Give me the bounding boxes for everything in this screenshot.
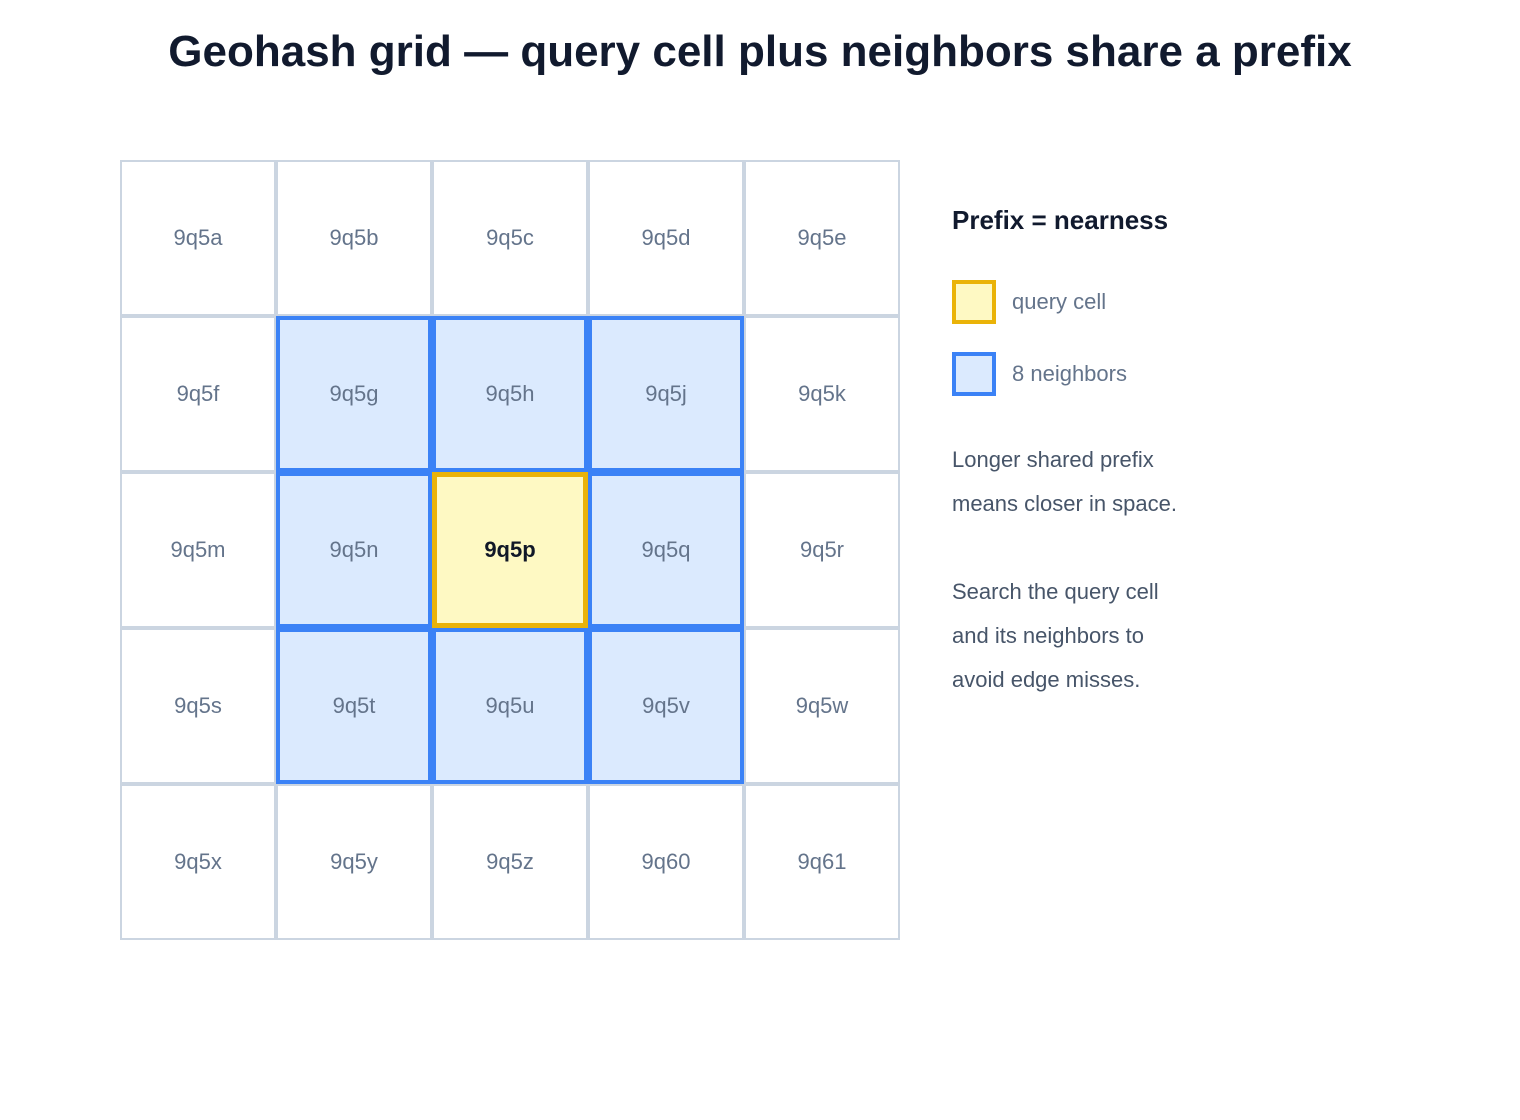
legend-title: Prefix = nearness [952, 205, 1169, 235]
grid-cell: 9q5s [120, 628, 276, 784]
neighbor-swatch [952, 352, 996, 396]
neighbor-cell: 9q5g [276, 316, 432, 472]
legend-neighbor-row: 8 neighbors [952, 352, 1127, 396]
note-line: Search the query cell [952, 579, 1159, 604]
grid-cell: 9q5c [432, 160, 588, 316]
legend: Prefix = nearness query cell 8 neighbors… [952, 200, 1492, 692]
grid-cell: 9q5e [744, 160, 900, 316]
grid-cell: 9q61 [744, 784, 900, 940]
legend-query-row: query cell [952, 280, 1106, 324]
legend-neighbor-label: 8 neighbors [1012, 361, 1127, 386]
grid-cell: 9q5k [744, 316, 900, 472]
grid-cell: 9q5w [744, 628, 900, 784]
note-line: and its neighbors to [952, 623, 1145, 648]
grid-cell: 9q60 [588, 784, 744, 940]
note-search-neighbors: Search the query cell and its neighbors … [952, 570, 1472, 702]
neighbor-cell: 9q5q [588, 472, 744, 628]
grid-cell: 9q5a [120, 160, 276, 316]
note-line: avoid edge misses. [952, 667, 1141, 692]
note-prefix-nearness: Longer shared prefix means closer in spa… [952, 438, 1472, 526]
query-cell: 9q5p [432, 472, 588, 628]
neighbor-cell: 9q5h [432, 316, 588, 472]
neighbor-cell: 9q5v [588, 628, 744, 784]
note-line: Longer shared prefix [952, 447, 1154, 472]
query-swatch [952, 280, 996, 324]
geohash-grid: 9q5a 9q5b 9q5c 9q5d 9q5e 9q5f 9q5g 9q5h 9q5j 9q5k… [120, 160, 900, 940]
grid-cell: 9q5m [120, 472, 276, 628]
neighbor-cell: 9q5u [432, 628, 588, 784]
neighbor-cell: 9q5n [276, 472, 432, 628]
grid-cell: 9q5r [744, 472, 900, 628]
grid-cell: 9q5z [432, 784, 588, 940]
grid-cell: 9q5d [588, 160, 744, 316]
legend-query-label: query cell [1012, 289, 1107, 314]
grid-cell: 9q5f [120, 316, 276, 472]
grid-cell: 9q5x [120, 784, 276, 940]
neighbor-cell: 9q5t [276, 628, 432, 784]
grid-cell: 9q5b [276, 160, 432, 316]
neighbor-cell: 9q5j [588, 316, 744, 472]
note-line: means closer in space. [952, 491, 1177, 516]
grid-cell: 9q5y [276, 784, 432, 940]
page-title: Geohash grid — query cell plus neighbors… [168, 27, 1352, 76]
